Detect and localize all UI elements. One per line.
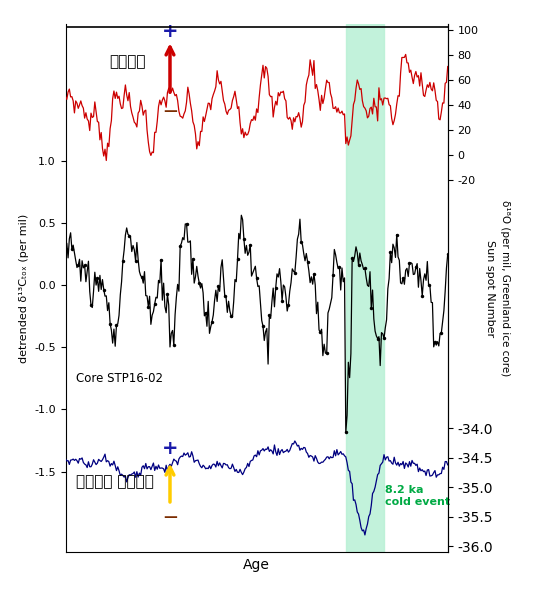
X-axis label: Age: Age [243,558,270,572]
Text: 그린란드 대기온도: 그린란드 대기온도 [76,473,153,489]
Text: —: — [163,510,177,524]
Text: +: + [162,22,178,41]
Text: 8.2 ka
cold event: 8.2 ka cold event [385,485,450,507]
Text: —: — [163,104,177,118]
Text: Core STP16-02: Core STP16-02 [76,372,163,385]
Bar [346,24,384,552]
Text: +: + [162,439,178,458]
Y-axis label: detrended δ¹³Cₜₒₓ (per mil): detrended δ¹³Cₜₒₓ (per mil) [19,214,28,363]
Y-axis label: Sun spot Number: Sun spot Number [485,240,495,337]
Y-axis label: δ¹⁸O (per mil, Greenland ice core): δ¹⁸O (per mil, Greenland ice core) [500,200,510,376]
Text: 태양활동: 태양활동 [109,54,145,69]
